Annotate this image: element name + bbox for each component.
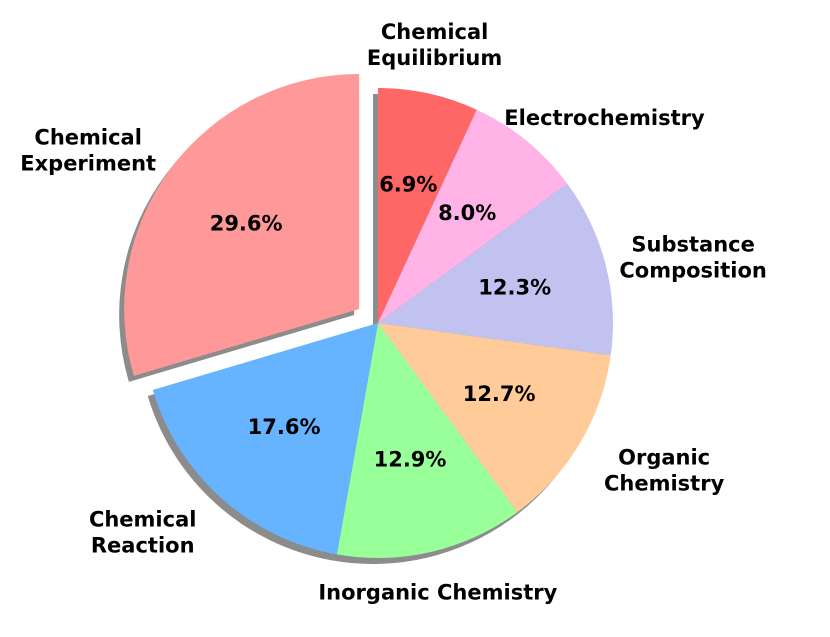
label-line: Chemistry <box>604 472 725 496</box>
slice <box>378 88 477 323</box>
label-line: Chemical <box>34 126 142 150</box>
slice <box>152 323 378 555</box>
slice <box>336 323 518 558</box>
slice <box>124 73 360 376</box>
label-line: Experiment <box>20 152 156 176</box>
label-line: Composition <box>619 258 767 282</box>
label-line: Reaction <box>91 533 195 557</box>
category-label: Chemical Reaction <box>89 507 197 557</box>
label-line: Inorganic Chemistry <box>318 580 557 604</box>
category-label: Substance Composition <box>619 232 767 282</box>
value-label: 12.9% <box>374 447 447 471</box>
label-line: Equilibrium <box>367 46 502 70</box>
category-label: Inorganic Chemistry <box>318 580 557 604</box>
value-label: 12.7% <box>463 382 536 406</box>
value-label: 17.6% <box>248 415 321 439</box>
label-line: Organic <box>618 446 710 470</box>
label-line: Chemical <box>89 507 197 531</box>
category-label: Organic Chemistry <box>604 446 725 496</box>
label-line: Chemical <box>381 20 489 44</box>
value-label: 8.0% <box>438 201 496 225</box>
slice <box>378 183 613 356</box>
label-line: Substance <box>631 232 754 256</box>
category-label: Chemical Equilibrium <box>367 20 502 70</box>
value-label: 6.9% <box>379 172 437 196</box>
slice <box>378 323 611 513</box>
category-label: Chemical Experiment <box>20 126 156 176</box>
category-label: Electrochemistry <box>504 106 705 130</box>
value-label: 12.3% <box>478 275 551 299</box>
label-line: Electrochemistry <box>504 106 705 130</box>
value-label: 29.6% <box>210 212 283 236</box>
slice <box>378 109 568 324</box>
